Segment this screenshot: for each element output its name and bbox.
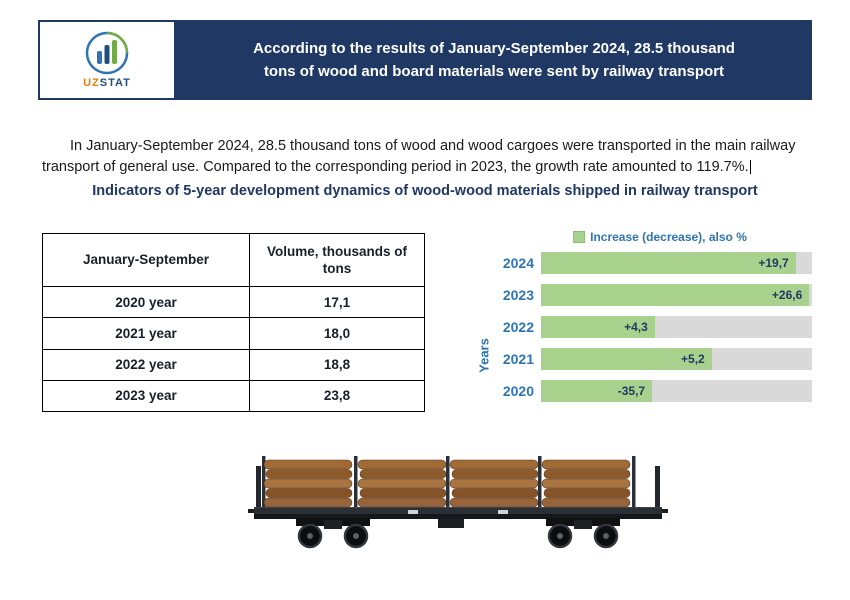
logo-stat: STAT [99,77,131,89]
table-cell-volume: 17,1 [249,286,425,319]
chart-track: +26,6 [541,284,812,306]
growth-bar-chart: Increase (decrease), also % Years 2024 +… [476,230,812,412]
volume-table: January-September Volume, thousands of t… [42,232,425,413]
headline-line-1: According to the results of January-Sept… [253,39,735,57]
log-wagon-icon [248,456,668,549]
table-row: 2022 year 18,8 [42,348,425,381]
chart-value-label: +26,6 [771,288,803,302]
chart-year-label: 2022 [502,319,534,335]
log-wagon-illustration [0,444,850,556]
table-cell-volume: 23,8 [249,379,425,413]
chart-bar: +4,3 [541,316,655,338]
uzstat-logo: UZSTAT [38,20,176,100]
logo-uz: UZ [83,77,100,89]
table-cell-year: 2023 year [42,379,250,413]
table-cell-volume: 18,8 [249,348,425,381]
table-cell-year: 2022 year [42,348,250,381]
chart-bar: +19,7 [541,252,796,274]
legend-swatch-icon [573,231,586,243]
chart-value-label: -35,7 [617,384,646,398]
table-row: 2020 year 17,1 [42,286,425,319]
header: UZSTAT According to the results of Janua… [38,20,812,100]
chart-track: +4,3 [541,316,812,338]
chart-year-label: 2020 [502,383,534,399]
chart-track: +19,7 [541,252,812,274]
content-row: January-September Volume, thousands of t… [38,230,812,413]
chart-value-label: +19,7 [758,256,789,270]
table-header-volume: Volume, thousands of tons [249,232,425,288]
chart-track: -35,7 [541,380,812,402]
chart-value-label: +5,2 [681,352,705,366]
chart-bar: -35,7 [541,380,653,402]
text-cursor [749,160,751,175]
section-title: Indicators of 5-year development dynamic… [92,183,758,199]
intro-text: In January-September 2024, 28.5 thousand… [42,138,796,176]
chart-bar: +5,2 [541,348,712,370]
chart-legend: Increase (decrease), also % [508,230,812,244]
table-cell-year: 2021 year [42,317,250,350]
chart-track: +5,2 [541,348,812,370]
chart-year-label: 2024 [502,255,534,271]
chart-year-label: 2021 [502,351,534,367]
headline-line-2: tons of wood and board materials were se… [263,63,725,80]
chart-row: 2020 -35,7 [498,380,812,402]
chart-value-label: +4,3 [624,320,648,334]
table-header-row: January-September Volume, thousands of t… [42,232,425,288]
legend-label: Increase (decrease), also % [590,230,747,244]
table-cell-year: 2020 year [42,286,250,319]
uzstat-logo-icon [85,31,129,75]
uzstat-logo-text: UZSTAT [83,77,131,89]
table-row: 2023 year 23,8 [42,379,425,413]
table-cell-volume: 18,0 [249,317,425,350]
chart-bar: +26,6 [541,284,810,306]
headline-banner: According to the results of January-Sept… [176,20,812,100]
chart-row: 2021 +5,2 [498,348,812,370]
table-row: 2021 year 18,0 [42,317,425,350]
chart-y-axis-label: Years [476,338,492,373]
chart-row: 2022 +4,3 [498,316,812,338]
chart-year-label: 2023 [502,287,534,303]
chart-row: 2024 +19,7 [498,252,812,274]
table-header-period: January-September [42,232,250,288]
chart-row: 2023 +26,6 [498,284,812,306]
intro-paragraph: In January-September 2024, 28.5 thousand… [42,136,830,178]
